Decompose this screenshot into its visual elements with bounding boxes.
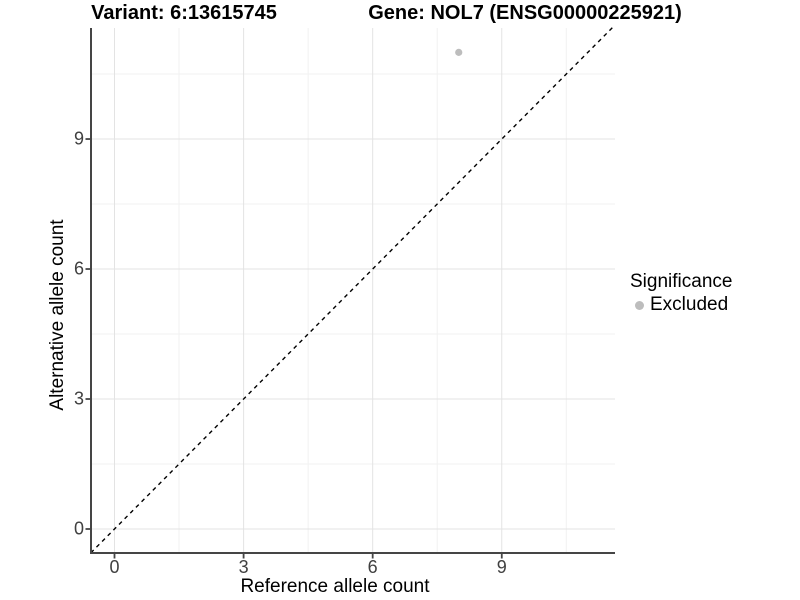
legend-item-excluded: Excluded [630,294,732,316]
legend-item-label: Excluded [650,294,729,315]
y-tick-label: 3 [73,388,84,409]
data-point [455,48,463,56]
legend-key [630,296,648,315]
excluded-point-icon [634,300,644,310]
x-tick-label: 6 [367,557,378,577]
chart-title-variant: Variant: 6:13615745 [91,2,277,24]
chart-title-gene: Gene: NOL7 (ENSG00000225921) [368,2,682,24]
y-axis-title: Alternative allele count [47,219,68,411]
x-tick-label: 9 [496,557,507,577]
y-tick-label: 6 [73,258,84,279]
legend-title: Significance [630,271,733,292]
x-axis-title: Reference allele count [240,576,430,597]
legend: Significance Excluded [630,271,732,316]
y-tick-label: 0 [73,518,84,539]
x-tick-label: 3 [238,557,249,577]
x-tick-label: 0 [109,557,120,577]
y-tick-label: 9 [73,128,84,149]
identity-line [90,25,616,554]
axis-lines [90,28,615,554]
